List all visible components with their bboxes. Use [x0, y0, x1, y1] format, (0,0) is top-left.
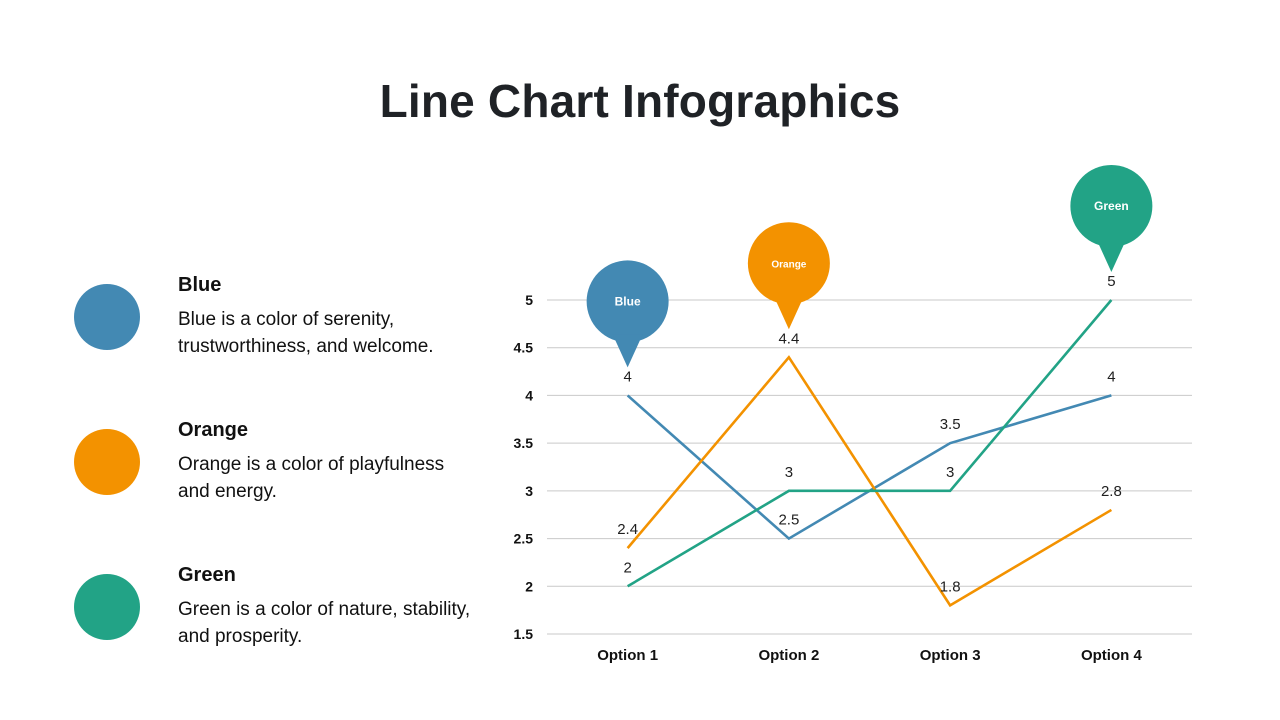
data-label: 3 — [785, 464, 793, 481]
legend-item-orange: Orange Orange is a color of playfulness … — [74, 419, 494, 519]
data-label: 5 — [1107, 273, 1115, 290]
data-label: 4 — [623, 368, 631, 385]
pin-tail — [1096, 239, 1127, 272]
y-tick-label: 4.5 — [514, 340, 534, 356]
x-tick-label: Option 4 — [1081, 647, 1142, 664]
data-label: 2.8 — [1101, 483, 1122, 500]
series-line-blue — [626, 394, 1112, 541]
pin-marker-blue: Blue — [586, 260, 669, 368]
pin-tail — [612, 334, 643, 368]
x-tick-label: Option 2 — [758, 647, 819, 664]
data-label: 3.5 — [940, 416, 961, 433]
series-line-green — [626, 299, 1113, 588]
legend-item-blue: Blue Blue is a color of serenity, trustw… — [74, 274, 494, 374]
legend-description: Green is a color of nature, stability, a… — [178, 599, 471, 647]
y-tick-label: 2 — [525, 578, 533, 594]
pin-label: Green — [1094, 199, 1129, 213]
blue-dot-icon — [74, 284, 140, 350]
pin-circle — [1070, 165, 1153, 247]
legend-name: Green — [178, 564, 236, 586]
data-label: 1.8 — [940, 578, 961, 595]
x-tick-label: Option 1 — [597, 647, 658, 664]
orange-dot-icon — [74, 429, 140, 495]
data-label: 2 — [623, 559, 631, 576]
data-label: 4 — [1107, 368, 1115, 385]
y-tick-label: 5 — [525, 292, 533, 308]
data-label: 3 — [946, 464, 954, 481]
y-tick-label: 3.5 — [514, 435, 534, 451]
y-tick-label: 4 — [525, 387, 533, 403]
y-tick-label: 2.5 — [514, 531, 534, 547]
pin-label: Blue — [615, 294, 641, 308]
pin-tail — [773, 296, 804, 330]
legend-name: Blue — [178, 274, 222, 296]
legend-description: Orange is a color of playfulness and ene… — [178, 454, 445, 502]
pin-marker-green: Green — [1070, 165, 1153, 272]
page-title: Line Chart Infographics — [379, 75, 901, 127]
y-tick-label: 3 — [525, 483, 533, 499]
series-line-orange — [626, 355, 1113, 608]
data-label: 4.4 — [778, 330, 799, 347]
y-tick-label: 1.5 — [514, 626, 534, 642]
green-dot-icon — [74, 574, 140, 640]
pin-marker-orange: Orange — [747, 222, 830, 330]
data-label: 2.4 — [617, 521, 638, 538]
legend-name: Orange — [178, 419, 249, 441]
x-tick-label: Option 3 — [920, 647, 981, 664]
data-label: 2.5 — [778, 512, 799, 529]
legend-description: Blue is a color of serenity, trustworthi… — [178, 309, 434, 357]
pin-circle — [586, 260, 669, 343]
pin-circle — [747, 222, 830, 305]
pin-label: Orange — [771, 259, 806, 270]
legend-item-green: Green Green is a color of nature, stabil… — [74, 564, 494, 664]
